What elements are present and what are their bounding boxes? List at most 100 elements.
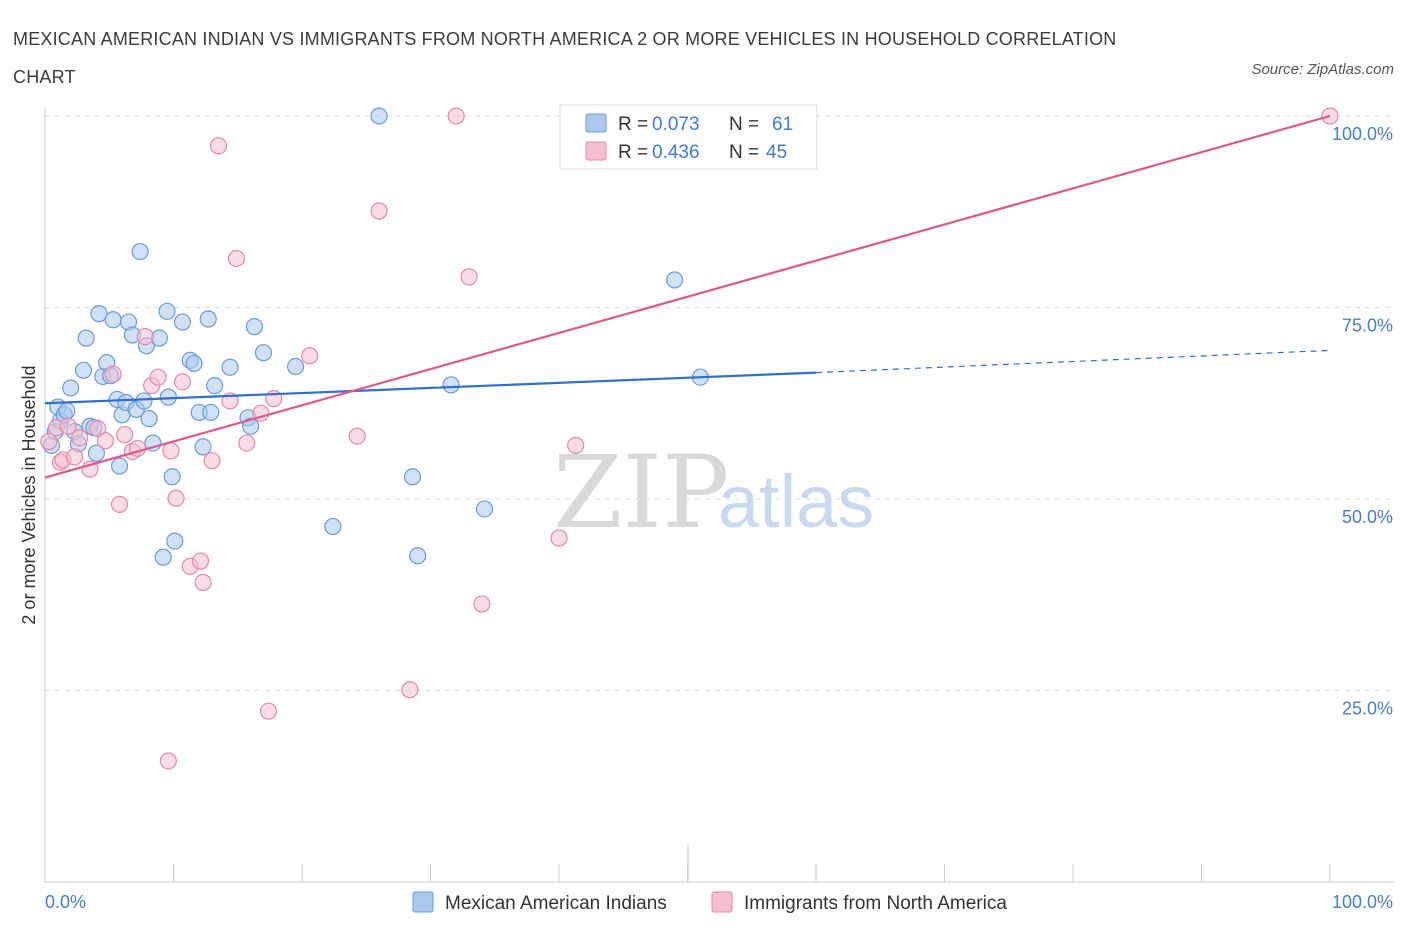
blue-point-47 [242,417,260,435]
blue-point-55 [442,376,460,394]
pink-point-25 [203,452,221,470]
blue-point-27 [135,392,153,410]
pink-point-33 [301,347,319,365]
pink-point-11 [110,495,129,513]
pink-point-0 [40,432,58,451]
blue-point-43 [202,403,220,422]
blue-point-41 [194,438,212,456]
blue-point-49 [254,344,273,362]
y-axis-title: 2 or more Vehicles in Household [19,365,39,624]
bottom-legend-swatch-pink [711,891,733,913]
blue-point-13 [87,444,106,462]
pink-point-18 [159,752,177,770]
blue-point-5 [58,402,76,420]
pink-point-5 [65,448,84,466]
blue-point-45 [221,358,239,376]
stats-legend: R = 0.073 N = 61 R = 0.436 N = 45 [559,104,818,170]
pink-point-38 [460,268,478,286]
pink-point-31 [259,702,278,720]
blue-point-50 [286,357,305,376]
blue-point-37 [173,313,192,331]
pink-point-8 [89,419,107,438]
pink-point-35 [370,202,388,220]
pink-point-17 [149,368,167,386]
pink-point-36 [401,681,419,699]
y-tick-label-25: 25.0% [1342,699,1393,719]
bottom-legend-label-pink: Immigrants from North America [744,893,1007,914]
pink-point-9 [96,432,114,450]
blue-point-52 [370,107,388,125]
pink-point-28 [227,249,246,268]
legend-swatch-pink [585,141,607,161]
bottom-legend-swatch-blue [412,891,434,913]
watermark-zip: ZIP [553,434,729,551]
pink-point-29 [238,434,256,452]
pink-point-20 [167,489,185,507]
blue-point-10 [77,329,95,347]
pink-point-23 [191,552,210,570]
blue-point-20 [110,457,129,475]
blue-point-33 [158,302,176,320]
blue-point-29 [140,409,158,428]
series-mexican-american-indians [42,107,709,566]
pink-point-37 [447,107,465,125]
pink-point-24 [194,573,212,592]
blue-point-32 [154,548,172,566]
legend-n-label-blue: N = [729,114,759,135]
watermark-atlas: atlas [718,460,874,543]
y-tick-label-75: 75.0% [1342,316,1393,336]
pink-point-6 [71,429,89,447]
pink-point-4 [59,417,77,435]
blue-point-14 [90,305,108,323]
pink-point-21 [173,373,192,391]
blue-point-51 [324,517,342,536]
pink-point-15 [136,328,154,346]
blue-point-26 [131,242,149,261]
legend-n-label-pink: N = [729,142,759,163]
blue-point-42 [199,310,217,328]
legend-r-value-pink: 0.436 [652,142,700,163]
blue-point-48 [245,318,264,336]
pink-point-40 [550,529,568,547]
y-tick-label-50: 50.0% [1342,507,1393,527]
blue-point-53 [403,468,422,486]
bottom-legend-label-blue: Mexican American Indians [445,893,667,914]
y-tick-label-100: 100.0% [1332,124,1393,144]
trend-line-pink [44,114,1331,479]
trend-line-blue-extension [815,349,1331,374]
legend-swatch-blue [585,113,607,133]
axes [44,108,1394,883]
blue-point-35 [163,468,181,486]
blue-point-6 [62,379,80,397]
trend-line-blue [44,371,817,405]
legend-r-label-blue: R = [618,114,648,135]
series-legend: Mexican American Indians Immigrants from… [412,891,1007,914]
blue-point-36 [166,532,184,550]
x-tick-label-min: 0.0% [45,892,86,912]
pink-point-10 [104,365,122,383]
blue-point-56 [475,500,494,518]
x-tick-label-max: 100.0% [1332,892,1393,912]
blue-point-18 [104,311,122,329]
legend-r-value-blue: 0.073 [652,114,700,135]
y-tick-labels: 25.0% 50.0% 75.0% 100.0% [1332,124,1393,719]
legend-n-value-blue: 61 [772,114,793,135]
pink-point-39 [473,595,491,613]
gridlines [45,115,1394,691]
blue-point-31 [150,329,168,347]
legend-r-label-pink: R = [618,142,648,163]
pink-point-12 [116,426,134,444]
chart-title: MEXICAN AMERICAN INDIAN VS IMMIGRANTS FR… [13,29,1117,87]
blue-point-39 [185,354,203,373]
blue-point-57 [666,271,684,289]
trend-lines [44,114,1331,479]
blue-point-44 [206,377,224,395]
source-label: Source: ZipAtlas.com [1251,61,1394,78]
pink-point-34 [348,427,366,445]
blue-point-54 [409,547,427,565]
blue-point-9 [74,361,93,379]
x-ticks [44,845,1331,882]
pink-point-26 [209,137,228,155]
pink-point-41 [567,436,585,454]
